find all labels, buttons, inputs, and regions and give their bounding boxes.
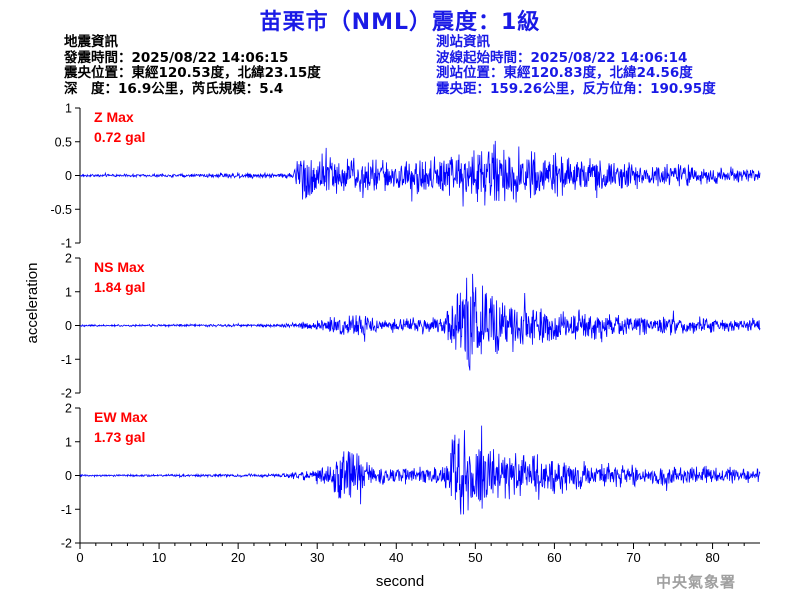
max-label: Z Max	[94, 109, 134, 125]
trace-z	[79, 140, 761, 207]
y-axis-label: acceleration	[24, 263, 41, 344]
x-tick-label: 40	[389, 550, 403, 565]
trace-ns	[79, 273, 761, 371]
x-tick-label: 0	[76, 550, 83, 565]
station-location: 測站位置：東經120.83度，北緯24.56度	[436, 65, 693, 81]
x-tick-label: 50	[468, 550, 482, 565]
max-value: 1.84 gal	[94, 279, 145, 295]
station-info-heading: 測站資訊	[436, 34, 490, 50]
x-axis: 0 10 20 30 40 50 60 70 80	[76, 542, 760, 565]
x-tick-label: 70	[626, 550, 640, 565]
panel-z: -1 -0.5 0 0.5 1 Z Max 0.72 gal	[50, 102, 761, 251]
station-info-block: 測站資訊 波線起始時間：2025/08/22 14:06:14 測站位置：東經1…	[436, 35, 716, 97]
y-tick-label: 1	[65, 285, 72, 299]
depth-magnitude: 深 度：16.9公里，芮氏規模：5.4	[64, 80, 284, 97]
y-tick-label: 2	[65, 402, 72, 416]
y-tick-label: 0	[65, 319, 72, 333]
agency-watermark: 中央氣象署	[656, 573, 737, 591]
x-axis-label: second	[376, 573, 424, 590]
max-value: 0.72 gal	[94, 129, 145, 145]
x-tick-label: 30	[310, 550, 324, 565]
y-tick-label: -1	[61, 503, 72, 517]
panel-ns: -2 -1 0 1 2 NS Max 1.84 gal	[61, 252, 761, 401]
y-tick-label: -1	[61, 237, 72, 251]
y-tick-label: 1	[65, 102, 72, 116]
epicenter-location: 震央位置：東經120.53度，北緯23.15度	[64, 65, 321, 81]
distance-azimuth: 震央距：159.26公里，反方位角：190.95度	[436, 80, 716, 97]
y-tick-label: -0.5	[50, 203, 72, 217]
max-value: 1.73 gal	[94, 429, 145, 445]
panel-ew: -2 -1 0 1 2 EW Max 1.73 gal	[61, 402, 761, 551]
panels-group: -1 -0.5 0 0.5 1 Z Max 0.72 gal -2 -1 0 1 2 NS Max 1.8…	[50, 102, 761, 551]
y-tick-label: 2	[65, 252, 72, 266]
y-tick-label: -2	[61, 387, 72, 401]
x-tick-label: 80	[705, 550, 719, 565]
x-tick-label: 10	[152, 550, 166, 565]
x-tick-label: 60	[547, 550, 561, 565]
origin-time: 發震時間：2025/08/22 14:06:15	[64, 49, 289, 66]
y-tick-label: 0.5	[55, 135, 72, 149]
y-tick-label: 1	[65, 435, 72, 449]
y-tick-label: -2	[61, 537, 72, 551]
y-tick-label: 0	[65, 169, 72, 183]
earthquake-info-heading: 地震資訊	[64, 34, 118, 50]
x-tick-label: 20	[231, 550, 245, 565]
wave-onset-time: 波線起始時間：2025/08/22 14:06:14	[436, 49, 688, 66]
chart-title: 苗栗市（NML）震度：1級	[259, 10, 541, 35]
y-tick-label: -1	[61, 353, 72, 367]
y-tick-label: 0	[65, 469, 72, 483]
max-label: NS Max	[94, 259, 145, 275]
trace-ew	[79, 425, 761, 515]
earthquake-info-block: 地震資訊 發震時間：2025/08/22 14:06:15 震央位置：東經120…	[64, 35, 321, 97]
max-label: EW Max	[94, 409, 148, 425]
